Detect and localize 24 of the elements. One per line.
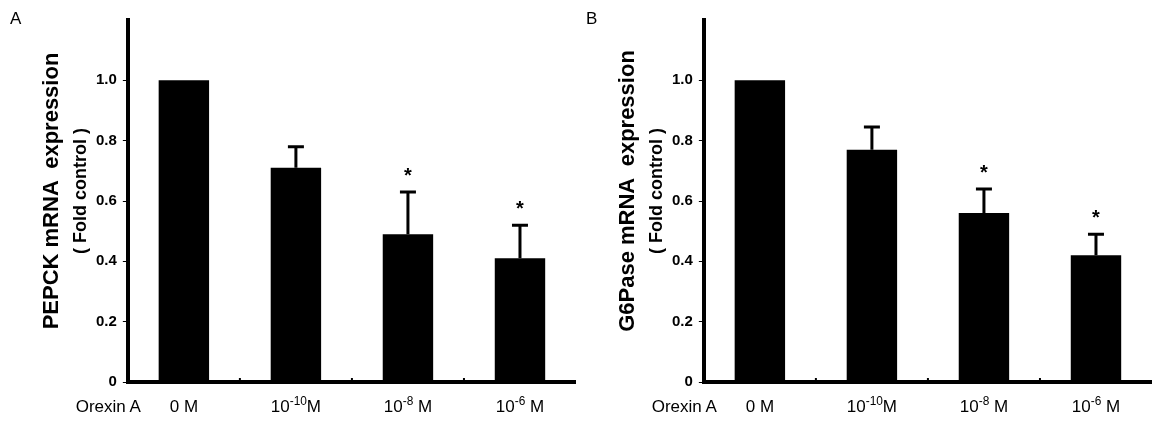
y-tick-label: 1.0 <box>95 70 117 88</box>
y-axis-title: G6Pase mRNA expression ( Fold control ) <box>614 50 666 332</box>
y-tick-label: 0.8 <box>95 130 117 148</box>
y-tick-label: 0.6 <box>95 191 117 209</box>
y-tick-label: 0.2 <box>95 311 117 329</box>
y-tick-label: 0 <box>108 372 117 390</box>
annotation: * <box>516 197 525 220</box>
text: B <box>586 9 598 28</box>
annotation: * <box>1092 206 1101 229</box>
annotation: * <box>980 160 989 183</box>
y-axis-title: PEPCK mRNA expression ( Fold control ) <box>38 52 90 330</box>
y-tick-label: 0.2 <box>671 311 693 329</box>
y-tick-label: 0.4 <box>95 251 118 269</box>
text: A <box>10 9 22 28</box>
y-tick-label: 1.0 <box>671 70 693 88</box>
x-axis-title: Orexin A <box>75 397 142 416</box>
x-tick-label: 0 M <box>169 397 199 416</box>
x-tick-label: 0 M <box>745 397 775 416</box>
y-tick-label: 0.4 <box>671 251 694 269</box>
x-axis-title: Orexin A <box>651 397 718 416</box>
y-tick-label: 0.6 <box>671 191 693 209</box>
y-tick-label: 0 <box>684 372 693 390</box>
y-tick-label: 0.8 <box>671 130 693 148</box>
annotation: * <box>404 163 413 186</box>
